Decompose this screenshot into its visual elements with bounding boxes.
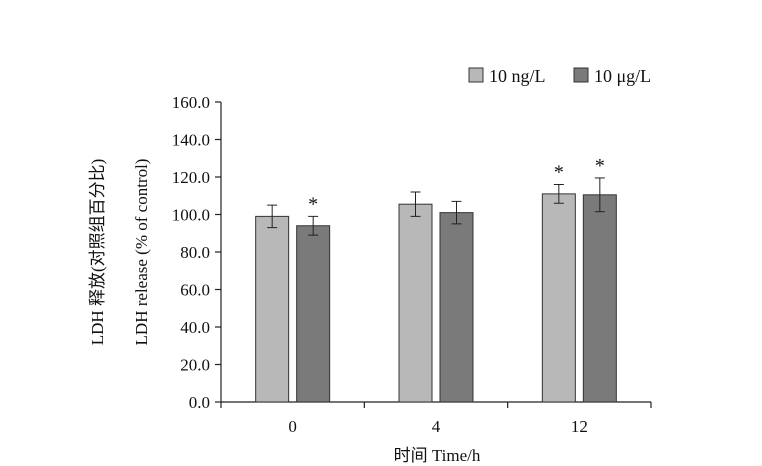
bar-series-2 (439, 212, 474, 403)
x-tick-label: 4 (432, 417, 441, 436)
legend-swatch-series-1 (468, 67, 484, 83)
y-tick-label: 0.0 (189, 393, 210, 412)
legend-label-series-1: 10 ng/L (489, 66, 546, 86)
x-axis-title: 时间 Time/h (394, 446, 481, 465)
y-axis-title-cn: LDH 释放(对照组百分比) (88, 159, 107, 346)
y-tick-label: 100.0 (172, 206, 210, 225)
significance-marker: * (308, 193, 318, 215)
bar-series-1 (255, 215, 290, 403)
significance-marker: * (595, 155, 605, 177)
legend: 10 ng/L 10 μg/L (468, 66, 651, 86)
y-tick-label: 40.0 (180, 318, 210, 337)
axes: 0.0 20.0 40.0 60.0 80.0 100.0 120.0 140.0 160.0 0… (172, 93, 652, 436)
bar-series-2 (296, 225, 331, 403)
y-tick-label: 160.0 (172, 93, 210, 112)
plot-area: * * * (255, 155, 617, 403)
bar-series-1 (541, 193, 576, 403)
legend-label-series-2: 10 μg/L (594, 66, 651, 86)
y-tick-label: 60.0 (180, 281, 210, 300)
bar-series-2 (582, 194, 617, 403)
x-tick-label: 12 (571, 417, 588, 436)
bar-series-1 (398, 203, 433, 403)
legend-swatch-series-2 (573, 67, 589, 83)
y-tick-label: 80.0 (180, 243, 210, 262)
x-tick-label: 0 (288, 417, 297, 436)
y-axis-title-en: LDH release (% of control) (132, 159, 151, 346)
significance-marker: * (554, 162, 564, 184)
y-tick-label: 120.0 (172, 168, 210, 187)
y-tick-label: 20.0 (180, 356, 210, 375)
y-tick-label: 140.0 (172, 131, 210, 150)
